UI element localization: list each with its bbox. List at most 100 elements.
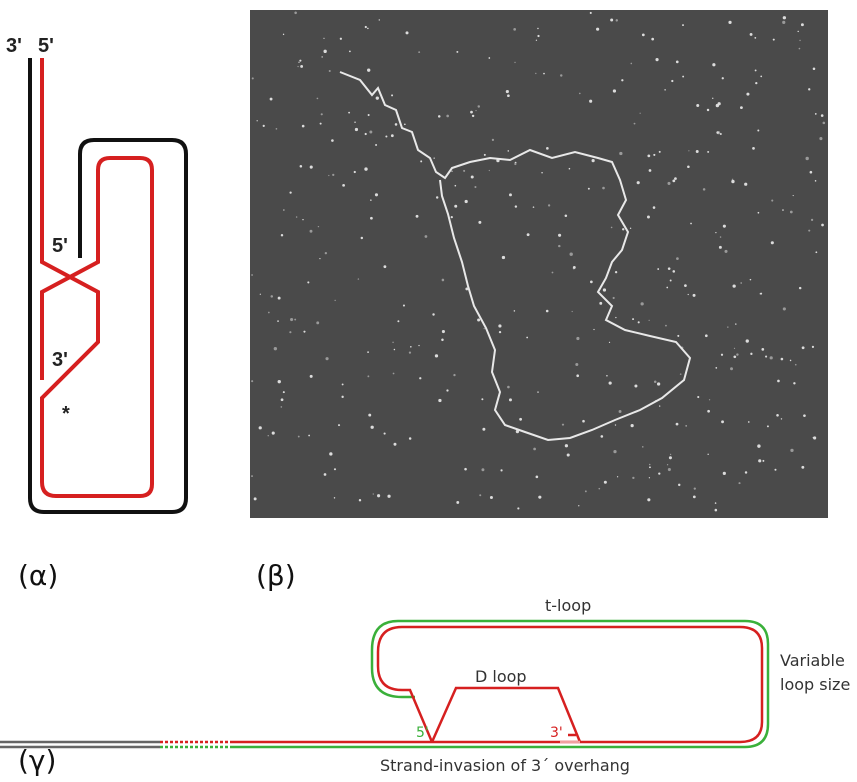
speck <box>659 405 660 406</box>
speck <box>815 113 817 115</box>
speck <box>666 287 668 289</box>
speck <box>801 23 804 26</box>
speck <box>719 246 722 249</box>
speck <box>369 131 372 134</box>
speck <box>715 509 718 512</box>
speck <box>765 356 767 358</box>
speck <box>731 180 734 183</box>
speck <box>420 160 422 162</box>
speck <box>669 456 672 459</box>
speck <box>364 167 367 170</box>
speck <box>801 466 804 469</box>
speck <box>375 193 378 196</box>
speck <box>383 265 386 268</box>
speck <box>251 380 253 382</box>
speck <box>517 507 519 509</box>
speck <box>803 414 806 417</box>
speck <box>770 356 773 359</box>
speck <box>387 495 390 498</box>
speck <box>716 104 719 107</box>
speck <box>782 21 785 24</box>
strand-end-label: 3' <box>52 349 68 371</box>
speck <box>724 250 727 253</box>
speck <box>703 188 706 191</box>
speck <box>506 90 509 93</box>
speck <box>302 219 303 220</box>
speck <box>533 206 535 208</box>
speck <box>760 76 762 78</box>
speck <box>254 497 257 500</box>
speck <box>690 223 692 225</box>
speck <box>543 73 545 75</box>
speck <box>514 310 516 312</box>
speck <box>630 228 631 229</box>
speck <box>598 488 600 490</box>
speck <box>515 205 517 207</box>
speck <box>558 234 561 237</box>
speck <box>548 204 550 206</box>
speck <box>613 450 616 453</box>
speck <box>696 150 699 153</box>
speck <box>451 216 453 218</box>
strand-end-label: 3' <box>550 725 563 741</box>
speck <box>812 346 814 348</box>
speck <box>410 346 412 348</box>
speck <box>773 39 775 41</box>
speck <box>596 28 599 31</box>
speck <box>657 268 659 270</box>
speck <box>418 51 420 53</box>
speck <box>488 57 490 59</box>
speck <box>484 154 486 156</box>
speck <box>613 297 615 299</box>
speck <box>474 186 476 188</box>
speck <box>268 435 269 436</box>
speck <box>379 19 380 20</box>
speck <box>560 74 562 76</box>
speck <box>761 348 764 351</box>
speck <box>404 123 406 125</box>
speck <box>307 281 309 283</box>
speck <box>576 374 579 377</box>
speck <box>578 505 579 506</box>
speck <box>651 38 654 41</box>
speck <box>342 184 345 187</box>
speck <box>676 257 679 260</box>
speck <box>283 209 284 210</box>
speck <box>325 357 328 360</box>
speck <box>750 279 752 281</box>
speck <box>590 12 592 14</box>
speck <box>609 342 610 343</box>
speck <box>323 38 324 39</box>
speck <box>500 469 502 471</box>
speck <box>406 31 409 34</box>
speck <box>653 154 655 156</box>
speck <box>671 80 673 82</box>
speck <box>368 414 371 417</box>
speck <box>634 385 637 388</box>
speck <box>271 295 274 298</box>
speck <box>604 481 607 484</box>
speck <box>478 221 481 224</box>
speck <box>277 320 279 322</box>
speck <box>433 157 434 158</box>
speck <box>509 398 512 401</box>
speck <box>632 318 634 320</box>
speck <box>647 216 650 219</box>
speck <box>685 425 686 426</box>
speck <box>810 171 813 174</box>
speck <box>317 98 319 100</box>
speck <box>537 35 539 37</box>
speck <box>638 321 640 323</box>
speck <box>615 424 616 425</box>
speck <box>688 150 689 151</box>
speck <box>552 272 554 274</box>
speck <box>272 432 275 435</box>
speck <box>332 174 334 176</box>
speck <box>723 225 726 228</box>
speck <box>664 89 665 90</box>
speck <box>565 214 568 217</box>
caption: Strand-invasion of 3´ overhang <box>380 756 630 775</box>
speck <box>479 494 481 496</box>
speck <box>705 334 708 337</box>
speck <box>392 342 393 343</box>
